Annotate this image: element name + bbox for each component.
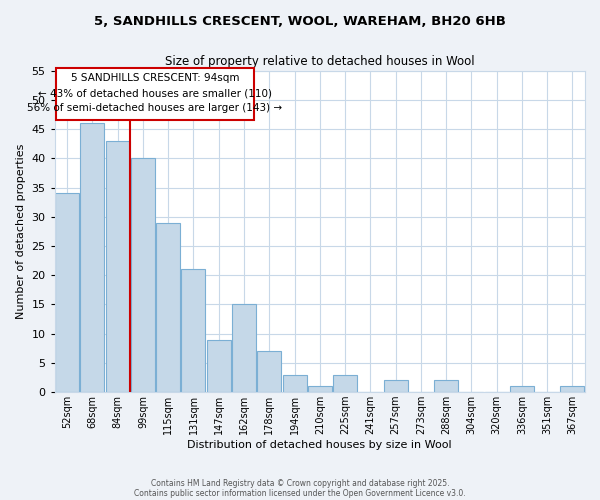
- Bar: [106, 140, 130, 392]
- Bar: [156, 222, 180, 392]
- Bar: [434, 380, 458, 392]
- Text: 5, SANDHILLS CRESCENT, WOOL, WAREHAM, BH20 6HB: 5, SANDHILLS CRESCENT, WOOL, WAREHAM, BH…: [94, 15, 506, 28]
- Bar: [333, 374, 357, 392]
- Bar: [181, 270, 205, 392]
- Title: Size of property relative to detached houses in Wool: Size of property relative to detached ho…: [165, 55, 475, 68]
- Bar: [131, 158, 155, 392]
- Text: ← 43% of detached houses are smaller (110): ← 43% of detached houses are smaller (11…: [38, 88, 272, 98]
- Bar: [232, 304, 256, 392]
- Bar: [80, 123, 104, 392]
- Bar: [56, 68, 254, 120]
- Text: 5 SANDHILLS CRESCENT: 94sqm: 5 SANDHILLS CRESCENT: 94sqm: [71, 74, 239, 84]
- Text: Contains public sector information licensed under the Open Government Licence v3: Contains public sector information licen…: [134, 488, 466, 498]
- Bar: [55, 194, 79, 392]
- Bar: [207, 340, 231, 392]
- Text: Contains HM Land Registry data © Crown copyright and database right 2025.: Contains HM Land Registry data © Crown c…: [151, 478, 449, 488]
- Bar: [510, 386, 534, 392]
- Bar: [283, 374, 307, 392]
- Bar: [560, 386, 584, 392]
- Bar: [383, 380, 407, 392]
- X-axis label: Distribution of detached houses by size in Wool: Distribution of detached houses by size …: [187, 440, 452, 450]
- Bar: [257, 351, 281, 392]
- Text: 56% of semi-detached houses are larger (143) →: 56% of semi-detached houses are larger (…: [28, 102, 283, 113]
- Bar: [308, 386, 332, 392]
- Y-axis label: Number of detached properties: Number of detached properties: [16, 144, 26, 319]
